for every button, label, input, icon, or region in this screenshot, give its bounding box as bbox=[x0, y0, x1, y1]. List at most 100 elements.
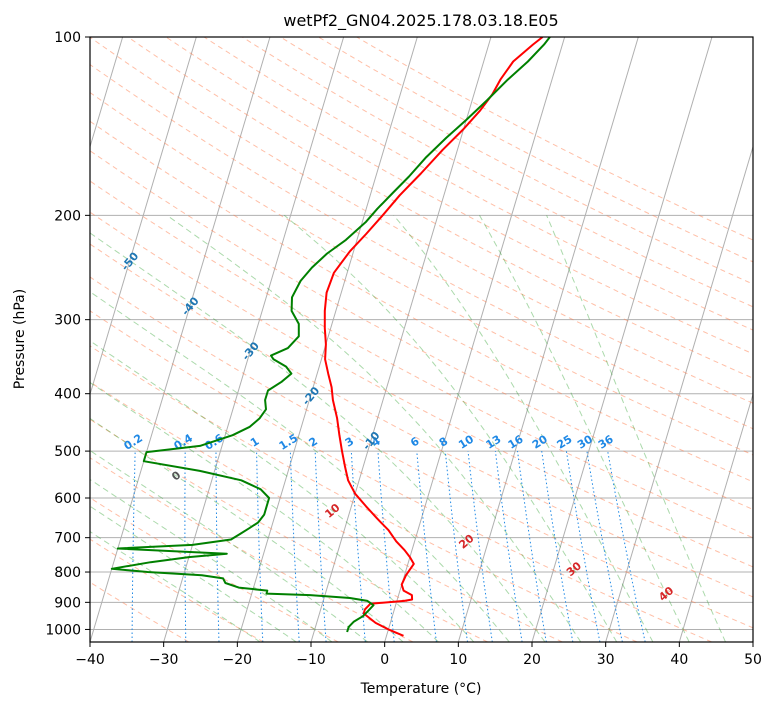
x-tick-label: −40 bbox=[75, 652, 105, 668]
isotherm-label: -10 bbox=[360, 429, 383, 453]
mixing-ratio-line bbox=[82, 451, 89, 642]
mixing-ratio-line bbox=[377, 451, 395, 642]
isotherm-line bbox=[236, 37, 418, 642]
x-tick-label: −30 bbox=[149, 652, 179, 668]
dry-adiabat-line bbox=[90, 37, 753, 404]
mixing-ratio-line bbox=[607, 451, 646, 642]
isotherm-line bbox=[90, 37, 197, 397]
x-tick-label: 30 bbox=[597, 652, 615, 668]
mixing-ratio-label: 36 bbox=[596, 432, 616, 451]
dry-adiabat-line bbox=[356, 37, 753, 241]
x-tick-label: −10 bbox=[296, 652, 326, 668]
y-tick-label: 100 bbox=[54, 30, 81, 46]
moist-adiabat-line bbox=[283, 214, 618, 642]
isotherm-line bbox=[457, 37, 639, 642]
moist-adiabat-label: 0 bbox=[169, 468, 183, 483]
isotherm-line bbox=[163, 37, 345, 642]
mixing-ratio-label: 2 bbox=[307, 435, 320, 450]
dry-adiabat-line bbox=[165, 37, 753, 355]
y-tick-label: 200 bbox=[54, 208, 81, 224]
isotherm-line bbox=[605, 145, 753, 642]
y-tick-label: 900 bbox=[54, 595, 81, 611]
mixing-ratio-line bbox=[350, 451, 366, 642]
mixing-ratio-line bbox=[444, 451, 468, 642]
x-axis-label: Temperature (°C) bbox=[360, 681, 482, 697]
moist-adiabat-line bbox=[90, 478, 333, 642]
moist-adiabat-label: 30 bbox=[564, 559, 584, 579]
dry-adiabat-line bbox=[90, 381, 563, 642]
dry-adiabat-line bbox=[90, 120, 753, 483]
temperature-profile-line bbox=[323, 37, 544, 637]
mixing-ratio-label: 6 bbox=[408, 434, 422, 449]
dry-adiabat-line bbox=[127, 37, 753, 379]
mixing-ratio-label: 30 bbox=[575, 432, 595, 451]
y-tick-label: 800 bbox=[54, 565, 81, 581]
mixing-ratio-line bbox=[314, 451, 327, 642]
dry-adiabat-line bbox=[90, 243, 753, 598]
isotherm-line bbox=[90, 37, 124, 149]
x-tick-label: 50 bbox=[744, 652, 762, 668]
y-tick-label: 1000 bbox=[45, 622, 81, 638]
mixing-ratio-line bbox=[184, 451, 187, 642]
x-tick-label: 20 bbox=[523, 652, 541, 668]
mixing-ratio-line bbox=[467, 451, 493, 642]
isotherm-line bbox=[678, 392, 753, 642]
isotherm-line bbox=[90, 37, 271, 642]
moist-adiabat-label: 10 bbox=[322, 501, 342, 521]
moist-adiabat-label: 20 bbox=[457, 532, 477, 552]
dry-adiabat-line bbox=[203, 37, 753, 331]
mixing-ratio-label: 16 bbox=[506, 432, 526, 451]
y-axis-label: Pressure (hPa) bbox=[12, 289, 28, 389]
dewpoint-profile-line bbox=[110, 37, 551, 633]
dry-adiabat-line bbox=[90, 310, 712, 642]
background-lines bbox=[82, 37, 753, 642]
moist-adiabat-line bbox=[90, 340, 475, 642]
moist-adiabat-line bbox=[90, 232, 546, 642]
moist-adiabat-line bbox=[90, 291, 510, 642]
series-layer bbox=[110, 37, 551, 637]
dry-adiabat-line bbox=[90, 345, 638, 642]
mixing-ratio-line bbox=[586, 451, 623, 642]
y-tick-label: 600 bbox=[54, 491, 81, 507]
isotherm-label: -20 bbox=[300, 384, 323, 408]
moist-adiabat-line bbox=[90, 505, 297, 642]
moist-adiabat-line bbox=[546, 215, 727, 642]
mixing-ratio-label: 13 bbox=[484, 433, 504, 452]
dry-adiabat-line bbox=[90, 538, 264, 642]
y-tick-label: 400 bbox=[54, 387, 81, 403]
x-tick-label: 10 bbox=[449, 652, 467, 668]
dry-adiabat-line bbox=[318, 37, 753, 263]
mixing-ratio-label: 25 bbox=[555, 433, 575, 452]
dry-adiabat-line bbox=[90, 211, 753, 568]
mixing-ratio-line bbox=[494, 451, 523, 642]
isotherm-label: -50 bbox=[119, 249, 142, 273]
mixing-ratio-label: 1 bbox=[248, 435, 261, 450]
mixing-ratio-label: 3 bbox=[343, 435, 356, 450]
isotherm-line bbox=[384, 37, 566, 642]
x-tick-label: 40 bbox=[670, 652, 688, 668]
dry-adiabat-line bbox=[90, 457, 414, 642]
dry-adiabat-line bbox=[90, 150, 753, 510]
dry-adiabat-line bbox=[241, 37, 753, 308]
dry-adiabat-line bbox=[90, 91, 753, 456]
moist-adiabat-line bbox=[90, 381, 439, 642]
x-tick-label: −20 bbox=[223, 652, 253, 668]
x-axis-ticks: −40 −30 −20 −10 0 10 20 30 40 50 bbox=[75, 642, 762, 668]
y-tick-label: 700 bbox=[54, 531, 81, 547]
mixing-ratio-line bbox=[256, 451, 264, 642]
moist-adiabat-line bbox=[479, 215, 690, 642]
mixing-ratio-line bbox=[517, 451, 547, 642]
moist-adiabat-line bbox=[393, 214, 654, 642]
mixing-ratio-line bbox=[541, 451, 574, 642]
plot-frame bbox=[89, 36, 754, 643]
y-tick-label: 300 bbox=[54, 313, 81, 329]
mixing-ratio-label: 10 bbox=[456, 432, 476, 451]
mixing-ratio-label: 1.5 bbox=[277, 431, 300, 452]
moist-adiabat-line bbox=[166, 214, 582, 642]
chart-title: wetPf2_GN04.2025.178.03.18.E05 bbox=[283, 11, 558, 31]
mixing-ratio-line bbox=[416, 451, 437, 642]
isotherm-label: -30 bbox=[239, 339, 262, 363]
mixing-ratio-label: 20 bbox=[530, 432, 550, 451]
mixing-ratio-label: 0.2 bbox=[122, 431, 145, 452]
